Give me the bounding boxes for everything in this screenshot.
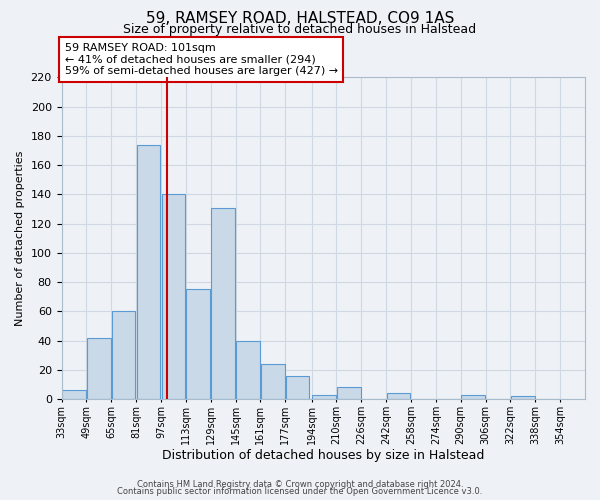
Bar	[261, 364, 284, 399]
Text: Contains public sector information licensed under the Open Government Licence v3: Contains public sector information licen…	[118, 488, 482, 496]
Bar	[187, 290, 210, 399]
Bar	[137, 144, 160, 399]
Bar	[112, 312, 136, 399]
Bar	[461, 394, 485, 399]
Text: Contains HM Land Registry data © Crown copyright and database right 2024.: Contains HM Land Registry data © Crown c…	[137, 480, 463, 489]
Bar	[62, 390, 86, 399]
Y-axis label: Number of detached properties: Number of detached properties	[15, 150, 25, 326]
Bar	[337, 388, 361, 399]
Text: Size of property relative to detached houses in Halstead: Size of property relative to detached ho…	[124, 22, 476, 36]
Bar	[387, 393, 410, 399]
Text: 59, RAMSEY ROAD, HALSTEAD, CO9 1AS: 59, RAMSEY ROAD, HALSTEAD, CO9 1AS	[146, 11, 454, 26]
Text: 59 RAMSEY ROAD: 101sqm
← 41% of detached houses are smaller (294)
59% of semi-de: 59 RAMSEY ROAD: 101sqm ← 41% of detached…	[65, 43, 338, 76]
Bar	[236, 340, 260, 399]
Bar	[286, 376, 310, 399]
Bar	[161, 194, 185, 399]
Bar	[87, 338, 110, 399]
Bar	[511, 396, 535, 399]
Bar	[211, 208, 235, 399]
X-axis label: Distribution of detached houses by size in Halstead: Distribution of detached houses by size …	[162, 450, 484, 462]
Bar	[312, 394, 336, 399]
